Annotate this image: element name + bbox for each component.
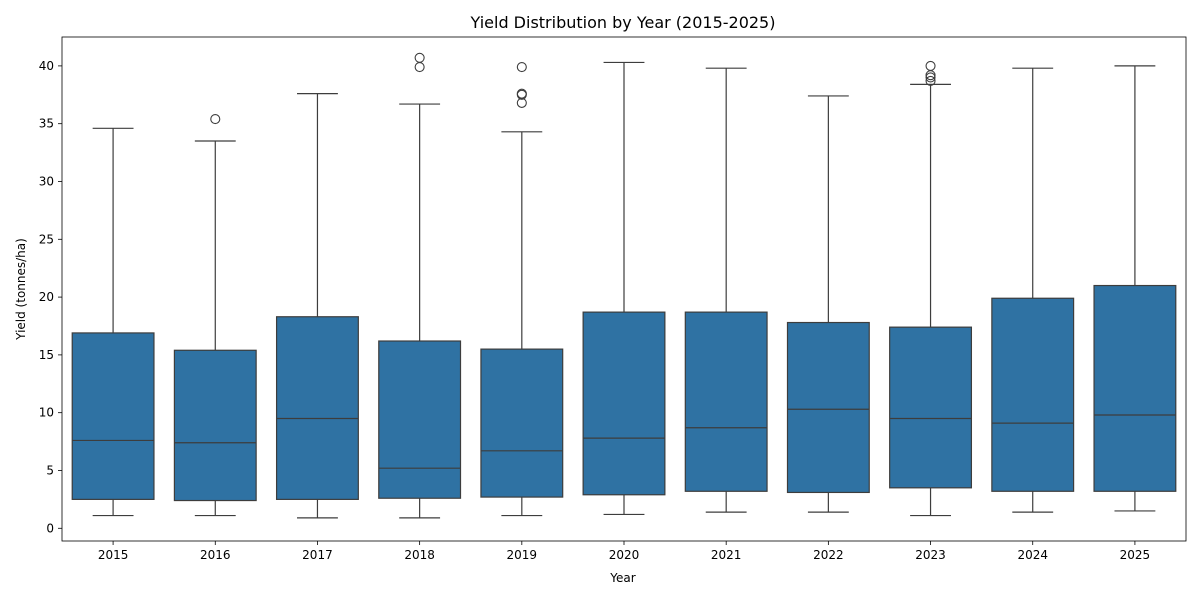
x-tick-label: 2015: [98, 548, 129, 562]
iqr-box: [786, 321, 870, 494]
box-2015: [71, 127, 155, 517]
iqr-box: [378, 340, 462, 499]
iqr-box: [173, 349, 257, 502]
box-2023: [889, 60, 973, 517]
box-2025: [1093, 65, 1177, 512]
y-tick-label: 25: [39, 232, 54, 246]
x-tick-label: 2020: [609, 548, 640, 562]
y-tick-label: 15: [39, 348, 54, 362]
outlier-point: [925, 75, 936, 86]
box-2021: [684, 67, 768, 513]
y-tick-label: 30: [39, 174, 54, 188]
x-tick-label: 2022: [813, 548, 844, 562]
y-tick-label: 5: [46, 463, 54, 477]
y-tick-label: 20: [39, 290, 54, 304]
iqr-box: [480, 348, 564, 498]
outlier-point: [210, 114, 221, 125]
box-2016: [173, 114, 257, 517]
iqr-box: [71, 332, 155, 500]
x-tick-label: 2017: [302, 548, 333, 562]
x-tick-label: 2021: [711, 548, 742, 562]
plot-frame: [61, 36, 1187, 542]
outlier-point: [925, 70, 936, 81]
x-axis-label: Year: [609, 571, 635, 585]
box-2019: [480, 62, 564, 517]
outlier-point: [414, 52, 425, 63]
box-2024: [991, 67, 1075, 513]
x-tick-label: 2024: [1017, 548, 1048, 562]
iqr-box: [1093, 284, 1177, 492]
outlier-point: [516, 62, 527, 73]
chart-title: Yield Distribution by Year (2015-2025): [470, 13, 776, 32]
iqr-box: [889, 326, 973, 489]
iqr-box: [275, 316, 359, 500]
y-tick-label: 35: [39, 117, 54, 131]
box-2020: [582, 61, 666, 516]
box-2022: [786, 95, 870, 513]
y-tick-label: 0: [46, 521, 54, 535]
x-tick-label: 2023: [915, 548, 946, 562]
y-tick-label: 40: [39, 59, 54, 73]
iqr-box: [582, 311, 666, 496]
outlier-point: [414, 62, 425, 73]
y-axis-label: Yield (tonnes/ha): [14, 238, 28, 341]
outlier-point: [925, 60, 936, 71]
outlier-point: [516, 88, 527, 99]
x-tick-label: 2025: [1120, 548, 1151, 562]
x-tick-label: 2019: [507, 548, 538, 562]
iqr-box: [684, 311, 768, 492]
box-2017: [275, 93, 359, 519]
outlier-point: [925, 72, 936, 83]
y-tick-label: 10: [39, 406, 54, 420]
x-tick-label: 2018: [404, 548, 435, 562]
x-tick-label: 2016: [200, 548, 231, 562]
box-2018: [378, 52, 462, 519]
iqr-box: [991, 297, 1075, 492]
